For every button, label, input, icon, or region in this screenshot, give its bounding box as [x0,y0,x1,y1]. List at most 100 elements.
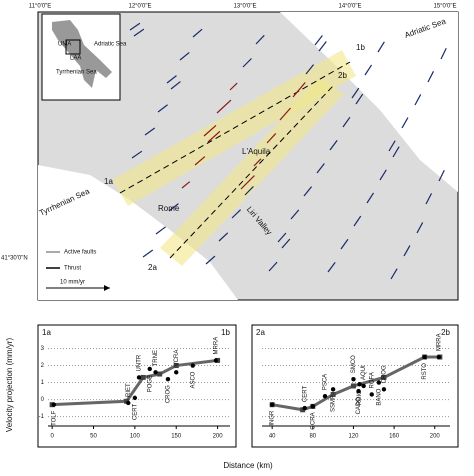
velocity-arrow [244,186,254,196]
velocity-arrow [401,117,409,129]
velocity-arrow [268,261,278,272]
legend-label: Thrust [64,266,81,272]
velocity-arrow [205,255,216,265]
velocity-arrow [303,186,313,197]
lon-label: 13°0'0"E [233,4,256,10]
velocity-arrow [305,64,314,75]
profile-end: 1b [356,43,365,52]
station-point [322,393,328,399]
inset-label: LAA [70,56,81,62]
velocity-arrow [207,130,221,143]
tyrrhenian-sea [38,165,238,300]
velocity-arrow [416,222,424,234]
station-point [174,370,179,375]
velocity-arrow [181,181,191,189]
x-tick-label: 100 [130,434,141,440]
lon-label: 15°0'0"E [433,4,456,10]
inset-label: Adriatic Sea [94,42,127,48]
station-label: RDIO [357,390,363,405]
station-label: BANO [376,388,382,405]
station-point [153,370,158,375]
x-tick-label: 0 [50,434,54,440]
station-label: ROFA [369,372,375,388]
station-label: CADO [356,397,362,415]
velocity-arrow [425,193,433,205]
panel-frame [251,324,459,448]
station-label: MRRA [436,333,442,351]
velocity-arrow [266,133,277,144]
velocity-arrow [170,81,181,90]
station-point [132,395,138,401]
velocity-arrow [366,192,375,204]
profile-line [119,61,351,194]
station-label: OCRA [310,412,316,429]
italy [52,20,112,88]
station-point [356,388,361,394]
y-tick-label: 3 [41,346,45,352]
station-point [310,404,316,409]
velocity-arrow [364,64,373,76]
inset-label: UMA [58,42,71,48]
panel-frame [37,324,237,448]
y-tick-label: 0 [41,397,45,403]
place-label: Rome [158,204,180,213]
legend-arrowhead [104,285,110,291]
station-point [351,376,356,382]
trend-node [124,398,130,404]
velocity-arrow [157,104,168,113]
velocity-arrow [316,163,325,174]
velocity-arrow [379,169,387,181]
station-point [302,405,307,411]
velocity-arrow [342,116,351,128]
station-point [136,375,142,380]
velocity-arrow [388,140,396,152]
station-point [126,400,131,406]
x-tick-label: 200 [213,434,224,440]
velocity-arrow [281,238,291,249]
velocity-arrow [390,268,398,280]
station-point [381,387,387,392]
velocity-arrow [242,58,252,68]
inset-box [65,39,81,55]
x-tick-label: 80 [309,434,316,440]
station-label: ASCO [190,371,196,388]
velocity-arrow [353,215,362,227]
velocity-arrow [142,249,154,258]
velocity-arrow [414,94,422,106]
velocity-arrow [351,87,360,99]
station-label: MRRA [214,337,220,355]
station-point [165,376,171,382]
x-tick-label: 160 [389,434,400,440]
station-label: PSCA [323,374,329,390]
trend-node [140,374,146,380]
station-point [147,366,152,372]
velocity-arrow [292,82,306,98]
velocity-arrow [277,232,287,243]
place-label: L'Aquila [242,147,271,156]
trend-node [330,391,336,397]
velocity-arrow [218,232,229,242]
velocity-arrow [133,28,145,37]
station-label: TOLF [51,410,57,426]
velocity-arrow [255,34,265,45]
trend-node [157,371,163,377]
panel-label: 1b [221,328,230,337]
legend-label: Active faults [64,250,96,256]
profile-end: 2a [148,263,157,272]
station-label: RSTO [422,363,428,380]
velocity-arrow [179,51,190,61]
trend-node [350,383,356,389]
station-point [357,382,362,387]
station-point [361,383,366,389]
panel-label: 2b [441,328,450,337]
velocity-arrow [355,93,364,105]
station-label: POGB [147,375,153,392]
y-axis-label: Velocity projection (mm/yr) [5,338,14,433]
station-label: INGR [270,410,276,426]
station-point [269,402,275,407]
station-label: AQUI [361,365,367,380]
station-point [190,363,195,368]
velocity-arrow [329,139,338,151]
station-label: TRNE [153,350,159,366]
station-label: SMCO [351,355,357,373]
